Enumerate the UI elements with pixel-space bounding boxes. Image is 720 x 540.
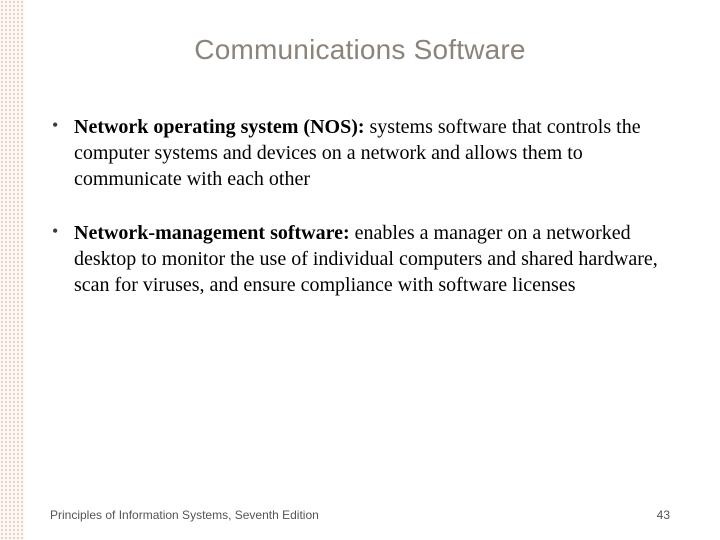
list-item: Network-management software: enables a m… — [50, 220, 670, 298]
slide-title: Communications Software — [50, 34, 670, 66]
bullet-list: Network operating system (NOS): systems … — [50, 114, 670, 298]
bullet-text: Network-management software: enables a m… — [74, 222, 658, 296]
bullet-text: Network operating system (NOS): systems … — [74, 116, 641, 190]
slide-footer: Principles of Information Systems, Seven… — [50, 508, 670, 522]
bullet-term: Network operating system (NOS): — [74, 116, 365, 138]
slide-container: Communications Software Network operatin… — [0, 0, 720, 540]
bullet-term: Network-management software: — [74, 222, 350, 244]
footer-source: Principles of Information Systems, Seven… — [50, 508, 319, 522]
list-item: Network operating system (NOS): systems … — [50, 114, 670, 192]
footer-page-number: 43 — [657, 508, 670, 522]
